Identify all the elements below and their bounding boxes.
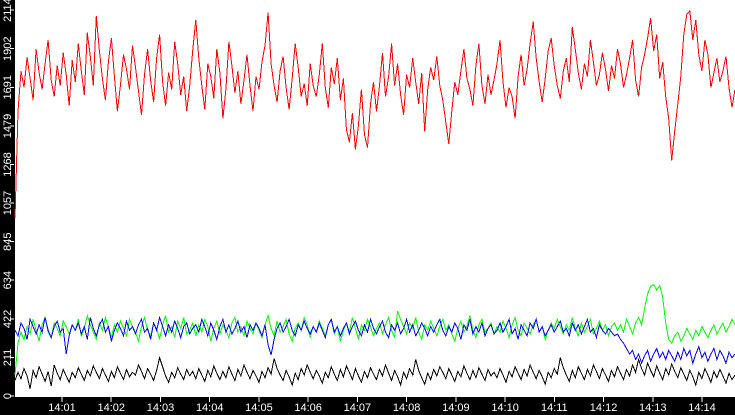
x-tick-label: 14:06 [294, 402, 322, 414]
x-tick-label: 14:10 [491, 402, 519, 414]
y-tick-label: 0 [2, 393, 14, 399]
x-tick-label: 14:09 [442, 402, 470, 414]
x-tick-label: 14:04 [196, 402, 224, 414]
y-tick-label: 1057 [2, 191, 14, 215]
x-tick-label: 14:03 [147, 402, 175, 414]
y-tick-label: 634 [2, 271, 14, 289]
y-tick-label: 1268 [2, 152, 14, 176]
series-line-black-series [14, 355, 735, 389]
series-line-blue-series [14, 315, 735, 365]
y-tick-label: 1691 [2, 75, 14, 99]
series-line-red-series [14, 9, 735, 219]
x-tick-label: 14:12 [590, 402, 618, 414]
x-tick-label: 14:14 [688, 402, 716, 414]
x-tick-label: 14:05 [245, 402, 273, 414]
x-tick-label: 14:02 [97, 402, 125, 414]
x-tick-label: 14:11 [541, 402, 568, 414]
y-tick-label: 2114 [2, 0, 14, 22]
x-tick-label: 14:07 [344, 402, 372, 414]
y-tick-label: 1902 [2, 37, 14, 61]
y-tick-label: 211 [2, 349, 14, 367]
x-tick-label: 14:08 [393, 402, 421, 414]
x-axis: 14:01 14:02 14:03 14:04 14:05 14:06 14:07 14:08… [48, 397, 716, 414]
y-tick-label: 1479 [2, 114, 14, 138]
y-tick-label: 845 [2, 233, 14, 251]
x-tick-label: 14:13 [639, 402, 667, 414]
series-group [14, 9, 735, 389]
y-axis: 0 211 422 634 845 1057 1268 1479 1691 1902 2114 [2, 0, 14, 399]
x-tick-label: 14:01 [48, 402, 76, 414]
y-tick-label: 422 [2, 310, 14, 328]
